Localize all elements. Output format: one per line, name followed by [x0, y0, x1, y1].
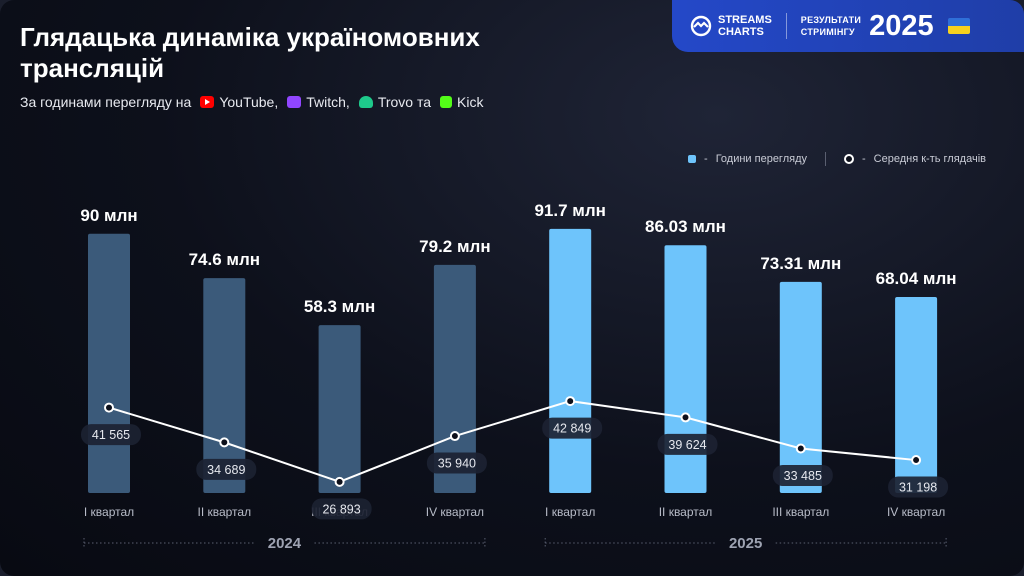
category-label: IV квартал — [887, 505, 945, 519]
brand-line-1: STREAMS — [718, 14, 772, 26]
ukraine-flag-icon — [947, 18, 970, 34]
bar — [664, 245, 707, 493]
legend-bar-swatch — [688, 155, 697, 163]
bar-value-label: 91.7 млн — [534, 201, 605, 220]
streams-charts-logo: STREAMS CHARTS — [690, 14, 772, 38]
twitch-icon — [287, 96, 302, 108]
brand-line-2: CHARTS — [718, 26, 764, 38]
category-label: I квартал — [545, 505, 595, 519]
bar — [895, 297, 938, 493]
subtitle-prefix: За годинами перегляду на — [20, 94, 192, 110]
legend-line-label: Середня к-ть глядачів — [873, 153, 986, 165]
line-value-pill — [81, 424, 141, 446]
line-point — [565, 396, 576, 407]
bar — [318, 325, 361, 493]
bar-value-label: 86.03 млн — [645, 217, 726, 236]
streams-charts-icon — [690, 15, 712, 37]
legend-bar-label: Години перегляду — [715, 153, 807, 165]
category-label: III квартал — [772, 505, 829, 519]
line-value-pill — [657, 433, 718, 455]
line-point — [680, 412, 691, 423]
legend-separator — [825, 152, 826, 166]
bar — [433, 264, 476, 493]
line-point — [449, 431, 460, 442]
platform-twitch: Twitch, — [306, 94, 350, 110]
platform-kick: Kick — [457, 94, 484, 110]
chart-subtitle: За годинами перегляду на YouTube, Twitch… — [20, 94, 483, 110]
platform-youtube: YouTube, — [219, 94, 279, 110]
kick-icon — [440, 96, 453, 108]
line-value-label: 41 565 — [92, 428, 130, 442]
line-value-label: 34 689 — [207, 463, 245, 477]
bar-value-label: 58.3 млн — [304, 297, 375, 316]
badge-divider — [785, 13, 787, 39]
year-group-label: 2025 — [729, 535, 762, 552]
category-label: I квартал — [84, 505, 134, 519]
trovo-icon — [358, 96, 373, 108]
legend-bar-dash: - — [704, 153, 708, 165]
line-value-pill — [426, 452, 487, 474]
line-value-pill — [772, 464, 833, 486]
chart-title: Глядацька динаміка україномовних трансля… — [20, 22, 480, 83]
line-value-pill — [888, 476, 949, 498]
line-point — [911, 455, 922, 466]
legend-line-dash: - — [862, 153, 866, 165]
bar — [549, 228, 592, 494]
line-value-label: 42 849 — [553, 422, 591, 436]
line-value-label: 31 198 — [899, 481, 937, 495]
bar — [88, 233, 130, 494]
line-point — [104, 402, 114, 413]
platform-trovo: Trovo та — [377, 94, 432, 110]
category-label: IV квартал — [426, 505, 484, 519]
line-value-label: 39 624 — [668, 438, 706, 452]
results-line-1: РЕЗУЛЬТАТИ — [800, 15, 862, 25]
line-point — [334, 476, 345, 487]
results-line-2: СТРИМІНГУ — [800, 27, 855, 37]
bar-value-label: 79.2 млн — [419, 237, 490, 256]
bar-value-label: 73.31 млн — [760, 254, 841, 273]
line-value-label: 35 940 — [438, 457, 476, 471]
bar-value-label: 68.04 млн — [876, 269, 957, 288]
line-value-pill — [196, 458, 257, 480]
bar — [779, 281, 822, 493]
line-point — [795, 443, 806, 454]
year-group-label: 2024 — [268, 535, 302, 552]
category-label: II квартал — [659, 505, 713, 519]
chart-legend: - Години перегляду - Середня к-ть глядач… — [688, 152, 986, 166]
category-label: II квартал — [197, 505, 251, 519]
youtube-icon — [200, 96, 215, 108]
line-point — [219, 437, 230, 448]
line-value-label: 33 485 — [784, 469, 822, 483]
legend-line-marker — [844, 154, 854, 164]
bar-value-label: 90 млн — [80, 206, 137, 225]
results-badge: STREAMS CHARTS РЕЗУЛЬТАТИ СТРИМІНГУ 2025 — [672, 0, 1024, 52]
bar-value-label: 74.6 млн — [189, 250, 260, 269]
line-value-pill — [311, 498, 372, 520]
badge-year: 2025 — [869, 9, 934, 42]
line-value-pill — [542, 417, 603, 439]
line-value-label: 26 893 — [322, 502, 360, 516]
average-viewers-line — [108, 400, 917, 483]
